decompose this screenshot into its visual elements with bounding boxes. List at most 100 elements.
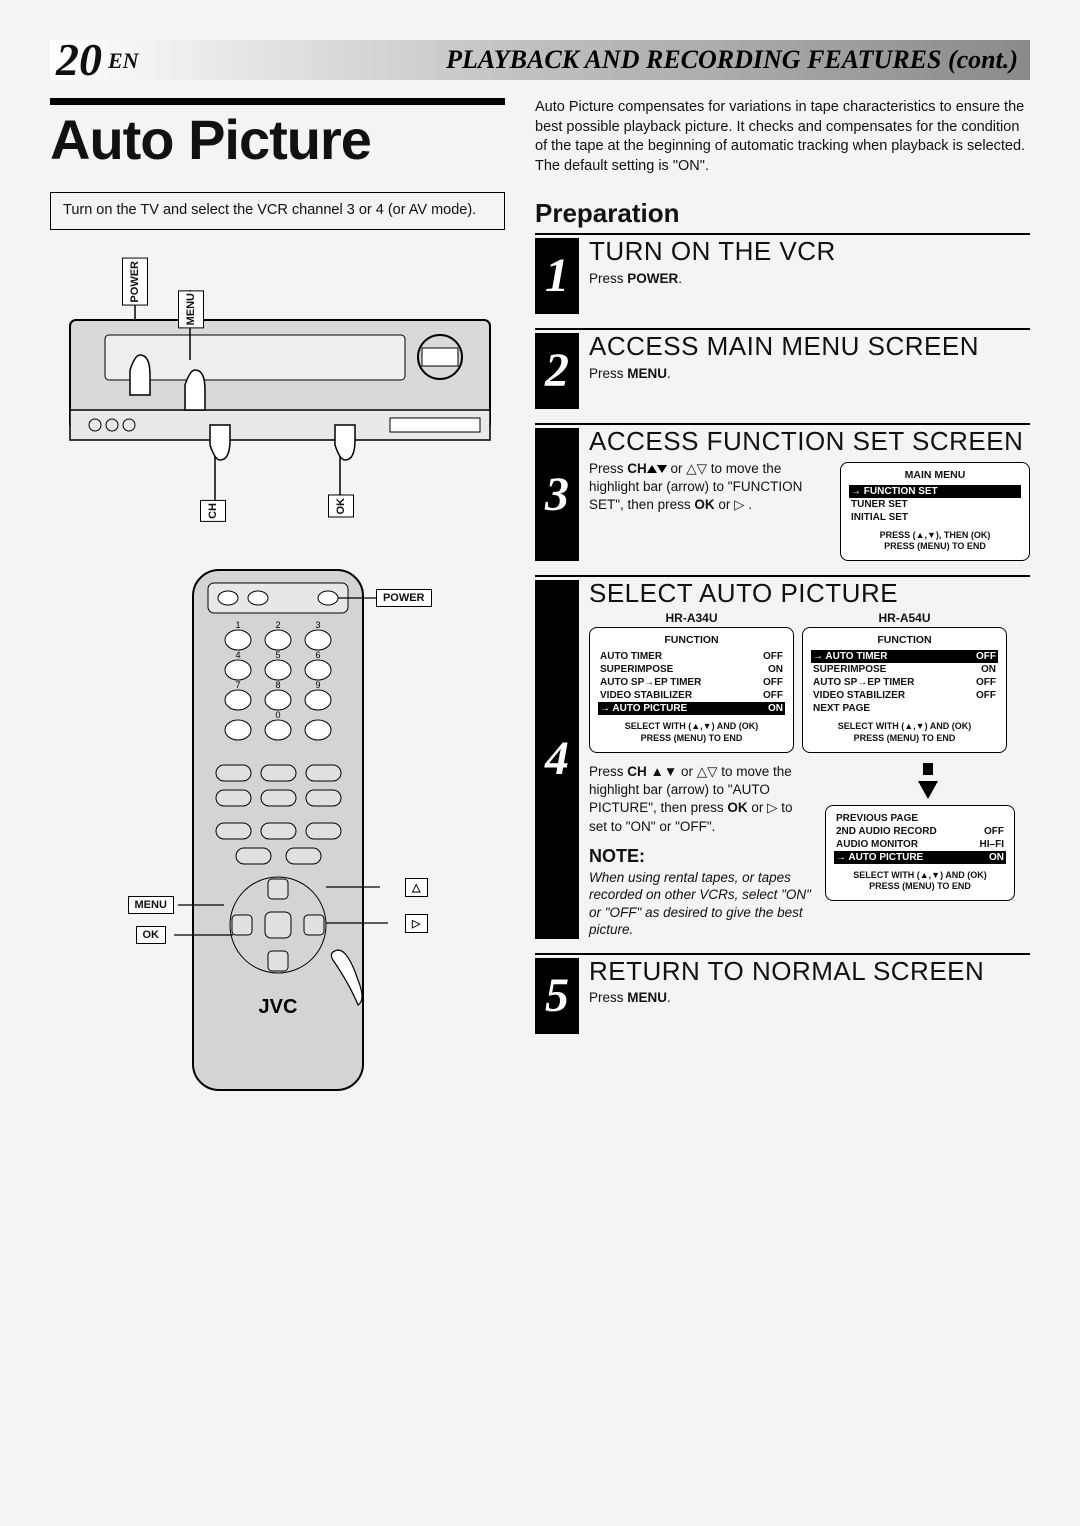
screen-foot: SELECT WITH (▲,▼) AND (OK) xyxy=(811,721,998,732)
step-title: SELECT AUTO PICTURE xyxy=(589,580,1030,607)
model-b: HR-A54U xyxy=(802,611,1007,625)
t: . xyxy=(667,990,671,1005)
t: Press xyxy=(589,764,627,779)
t: Press xyxy=(589,990,627,1005)
step-text: Press MENU. xyxy=(589,989,1030,1007)
t: Press xyxy=(589,366,627,381)
screen-row: TUNER SET xyxy=(849,498,1021,511)
step-text: Press CH ▲▼ or △▽ to move the highlight … xyxy=(589,763,811,836)
t: CH xyxy=(627,461,647,476)
svg-text:7: 7 xyxy=(235,680,240,690)
t: Press xyxy=(589,271,627,286)
svg-text:3: 3 xyxy=(315,620,320,630)
screen-row: VIDEO STABILIZEROFF xyxy=(598,689,785,702)
rule xyxy=(50,98,505,105)
step-1: 1 TURN ON THE VCR Press POWER. xyxy=(535,233,1030,314)
header-title: PLAYBACK AND RECORDING FEATURES (cont.) xyxy=(446,45,1022,75)
note-heading: NOTE: xyxy=(589,846,811,867)
remote-label-tri-up: △ xyxy=(405,878,427,897)
main-title: Auto Picture xyxy=(50,107,505,172)
note-text: When using rental tapes, or tapes record… xyxy=(589,869,811,939)
vcr-illustration: POWER MENU CH OK xyxy=(50,260,505,510)
screen-row: 2ND AUDIO RECORDOFF xyxy=(834,825,1006,838)
screen-row: AUTO TIMEROFF xyxy=(598,650,785,663)
svg-text:6: 6 xyxy=(315,650,320,660)
screen-row: INITIAL SET xyxy=(849,511,1021,524)
page-header: 20 EN PLAYBACK AND RECORDING FEATURES (c… xyxy=(50,40,1030,80)
screen-foot: PRESS (▲,▼), THEN (OK) xyxy=(849,530,1021,541)
vcr-label-ok: OK xyxy=(328,495,354,518)
step-text: Press MENU. xyxy=(589,365,1030,383)
screen-row: → AUTO PICTUREON xyxy=(598,702,785,715)
step-2: 2 ACCESS MAIN MENU SCREEN Press MENU. xyxy=(535,328,1030,409)
svg-text:0: 0 xyxy=(275,710,280,720)
screen-row: SUPERIMPOSEON xyxy=(598,663,785,676)
screen-row: VIDEO STABILIZEROFF xyxy=(811,689,998,702)
screen-foot: PRESS (MENU) TO END xyxy=(598,733,785,744)
screen-foot: SELECT WITH (▲,▼) AND (OK) xyxy=(834,870,1006,881)
t: OK xyxy=(727,800,747,815)
t: Press xyxy=(589,461,627,476)
svg-text:2: 2 xyxy=(275,620,280,630)
main-menu-screen: MAIN MENU → FUNCTION SETTUNER SETINITIAL… xyxy=(840,462,1030,562)
function-screen-b2: PREVIOUS PAGE2ND AUDIO RECORDOFFAUDIO MO… xyxy=(825,805,1015,902)
screen-row: AUTO SP→EP TIMEROFF xyxy=(598,676,785,689)
step-3: 3 ACCESS FUNCTION SET SCREEN Press CH or… xyxy=(535,423,1030,561)
step-title: ACCESS MAIN MENU SCREEN xyxy=(589,333,1030,360)
svg-text:5: 5 xyxy=(275,650,280,660)
page-lang: EN xyxy=(108,48,139,74)
screen-row: AUTO SP→EP TIMEROFF xyxy=(811,676,998,689)
remote-label-ok: OK xyxy=(136,926,167,944)
step-title: RETURN TO NORMAL SCREEN xyxy=(589,958,1030,985)
remote-illustration: 1 2 3 4 5 6 7 8 9 0 xyxy=(128,565,428,1095)
remote-label-menu: MENU xyxy=(128,896,174,914)
t: or ▷ . xyxy=(715,497,752,512)
step-title: ACCESS FUNCTION SET SCREEN xyxy=(589,428,1030,455)
t: . xyxy=(678,271,682,286)
step-5: 5 RETURN TO NORMAL SCREEN Press MENU. xyxy=(535,953,1030,1034)
t: MENU xyxy=(627,990,667,1005)
vcr-label-ch: CH xyxy=(200,500,226,522)
screen-row: SUPERIMPOSEON xyxy=(811,663,998,676)
step-number: 4 xyxy=(535,580,579,939)
remote-label-power: POWER xyxy=(376,589,432,607)
t: POWER xyxy=(627,271,678,286)
prep-box-note: Turn on the TV and select the VCR channe… xyxy=(50,192,505,230)
page-number: 20 xyxy=(56,37,102,83)
screen-row: PREVIOUS PAGE xyxy=(834,812,1006,825)
step-number: 1 xyxy=(535,238,579,314)
step-number: 2 xyxy=(535,333,579,409)
step-number: 3 xyxy=(535,428,579,561)
svg-text:JVC: JVC xyxy=(258,996,297,1018)
remote-label-tri-right: ▷ xyxy=(405,914,427,933)
step-text: Press CH or △▽ to move the highlight bar… xyxy=(589,460,826,562)
t: OK xyxy=(694,497,714,512)
screen-title: MAIN MENU xyxy=(849,469,1021,481)
screen-foot: PRESS (MENU) TO END xyxy=(811,733,998,744)
screen-row: NEXT PAGE xyxy=(811,702,998,715)
step-4: 4 SELECT AUTO PICTURE HR-A34U FUNCTION A… xyxy=(535,575,1030,939)
intro-text: Auto Picture compensates for variations … xyxy=(535,98,1030,176)
screen-foot: PRESS (MENU) TO END xyxy=(849,541,1021,552)
screen-row: → FUNCTION SET xyxy=(849,485,1021,498)
arrow-down-icon xyxy=(918,781,938,799)
function-screen-b1: FUNCTION → AUTO TIMEROFFSUPERIMPOSEONAUT… xyxy=(802,627,1007,753)
screen-row: AUDIO MONITORHI–FI xyxy=(834,838,1006,851)
step-number: 5 xyxy=(535,958,579,1034)
t: MENU xyxy=(627,366,667,381)
svg-text:8: 8 xyxy=(275,680,280,690)
function-screen-a: FUNCTION AUTO TIMEROFFSUPERIMPOSEONAUTO … xyxy=(589,627,794,753)
vcr-label-menu: MENU xyxy=(178,290,204,328)
preparation-heading: Preparation xyxy=(535,198,1030,229)
screen-row: → AUTO TIMEROFF xyxy=(811,650,998,663)
step-text: Press POWER. xyxy=(589,270,1030,288)
step-title: TURN ON THE VCR xyxy=(589,238,1030,265)
t: CH xyxy=(627,764,647,779)
screen-title: FUNCTION xyxy=(811,634,998,646)
arrow-down-icon xyxy=(923,763,933,775)
svg-text:4: 4 xyxy=(235,650,240,660)
screen-title: FUNCTION xyxy=(598,634,785,646)
t: . xyxy=(667,366,671,381)
screen-foot: SELECT WITH (▲,▼) AND (OK) xyxy=(598,721,785,732)
screen-row: → AUTO PICTUREON xyxy=(834,851,1006,864)
